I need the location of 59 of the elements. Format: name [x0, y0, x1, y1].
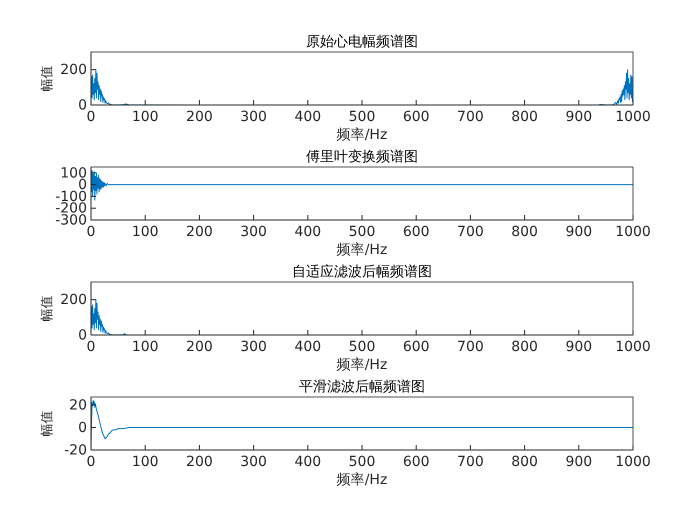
x-axis-title: 频率/Hz [336, 242, 388, 258]
y-axis-title: 幅值 [40, 410, 55, 436]
x-tick-label: 700 [457, 454, 484, 470]
y-tick-label: 200 [60, 62, 87, 78]
x-tick-label: 800 [511, 108, 538, 125]
y-tick-label: 20 [69, 397, 87, 414]
x-tick-label: 500 [348, 454, 376, 470]
x-tick-label: 600 [402, 108, 430, 125]
x-tick-label: 800 [511, 224, 538, 240]
y-axis-title: 幅值 [40, 296, 55, 322]
y-tick-label: 200 [60, 292, 87, 308]
y-tick-label: -20 [64, 442, 87, 458]
x-tick-label: 600 [402, 454, 430, 470]
x-tick-label: 400 [294, 224, 322, 240]
x-tick-label: 500 [348, 108, 376, 125]
x-tick-label: 500 [348, 338, 376, 355]
x-tick-label: 900 [565, 108, 592, 125]
chart-title: 自适应滤波后幅频谱图 [292, 264, 432, 280]
x-tick-label: 200 [186, 454, 213, 470]
y-axis-title: 幅值 [40, 66, 55, 92]
x-tick-label: 500 [348, 224, 376, 240]
y-tick-label: 0 [78, 97, 87, 114]
x-tick-label: 900 [565, 454, 592, 470]
x-tick-label: 600 [402, 338, 430, 355]
x-tick-label: 600 [402, 224, 430, 240]
x-tick-label: 1000 [615, 108, 651, 125]
x-axis-title: 频率/Hz [336, 127, 388, 143]
x-tick-label: 200 [186, 338, 213, 355]
x-tick-label: 400 [294, 108, 322, 125]
x-tick-label: 200 [186, 108, 213, 125]
x-tick-label: 800 [511, 454, 538, 470]
y-tick-label: 0 [78, 327, 87, 344]
x-tick-label: 700 [457, 108, 484, 125]
x-tick-label: 900 [565, 224, 592, 240]
x-tick-label: 700 [457, 338, 484, 355]
chart-title: 平滑滤波后幅频谱图 [299, 379, 425, 395]
x-tick-label: 300 [240, 224, 267, 240]
x-tick-label: 1000 [615, 224, 651, 240]
chart-title: 傅里叶变换频谱图 [306, 149, 418, 165]
x-tick-label: 300 [240, 454, 267, 470]
x-tick-label: 300 [240, 338, 267, 355]
line-series [91, 168, 633, 200]
x-tick-label: 1000 [615, 338, 651, 355]
x-tick-label: 700 [457, 224, 484, 240]
x-tick-label: 900 [565, 338, 592, 355]
x-tick-label: 100 [132, 108, 159, 125]
x-tick-label: 400 [294, 454, 322, 470]
x-tick-label: 1000 [615, 454, 651, 470]
x-axis-title: 频率/Hz [336, 357, 388, 373]
x-tick-label: 100 [132, 224, 159, 240]
chart-title: 原始心电幅频谱图 [306, 34, 418, 50]
x-tick-label: 400 [294, 338, 322, 355]
y-tick-label: 0 [78, 420, 87, 436]
x-tick-label: 100 [132, 454, 159, 470]
x-tick-label: 100 [132, 338, 159, 355]
x-tick-label: 800 [511, 338, 538, 355]
x-axis-title: 频率/Hz [336, 472, 388, 488]
x-tick-label: 300 [240, 108, 267, 125]
x-tick-label: 200 [186, 224, 213, 240]
